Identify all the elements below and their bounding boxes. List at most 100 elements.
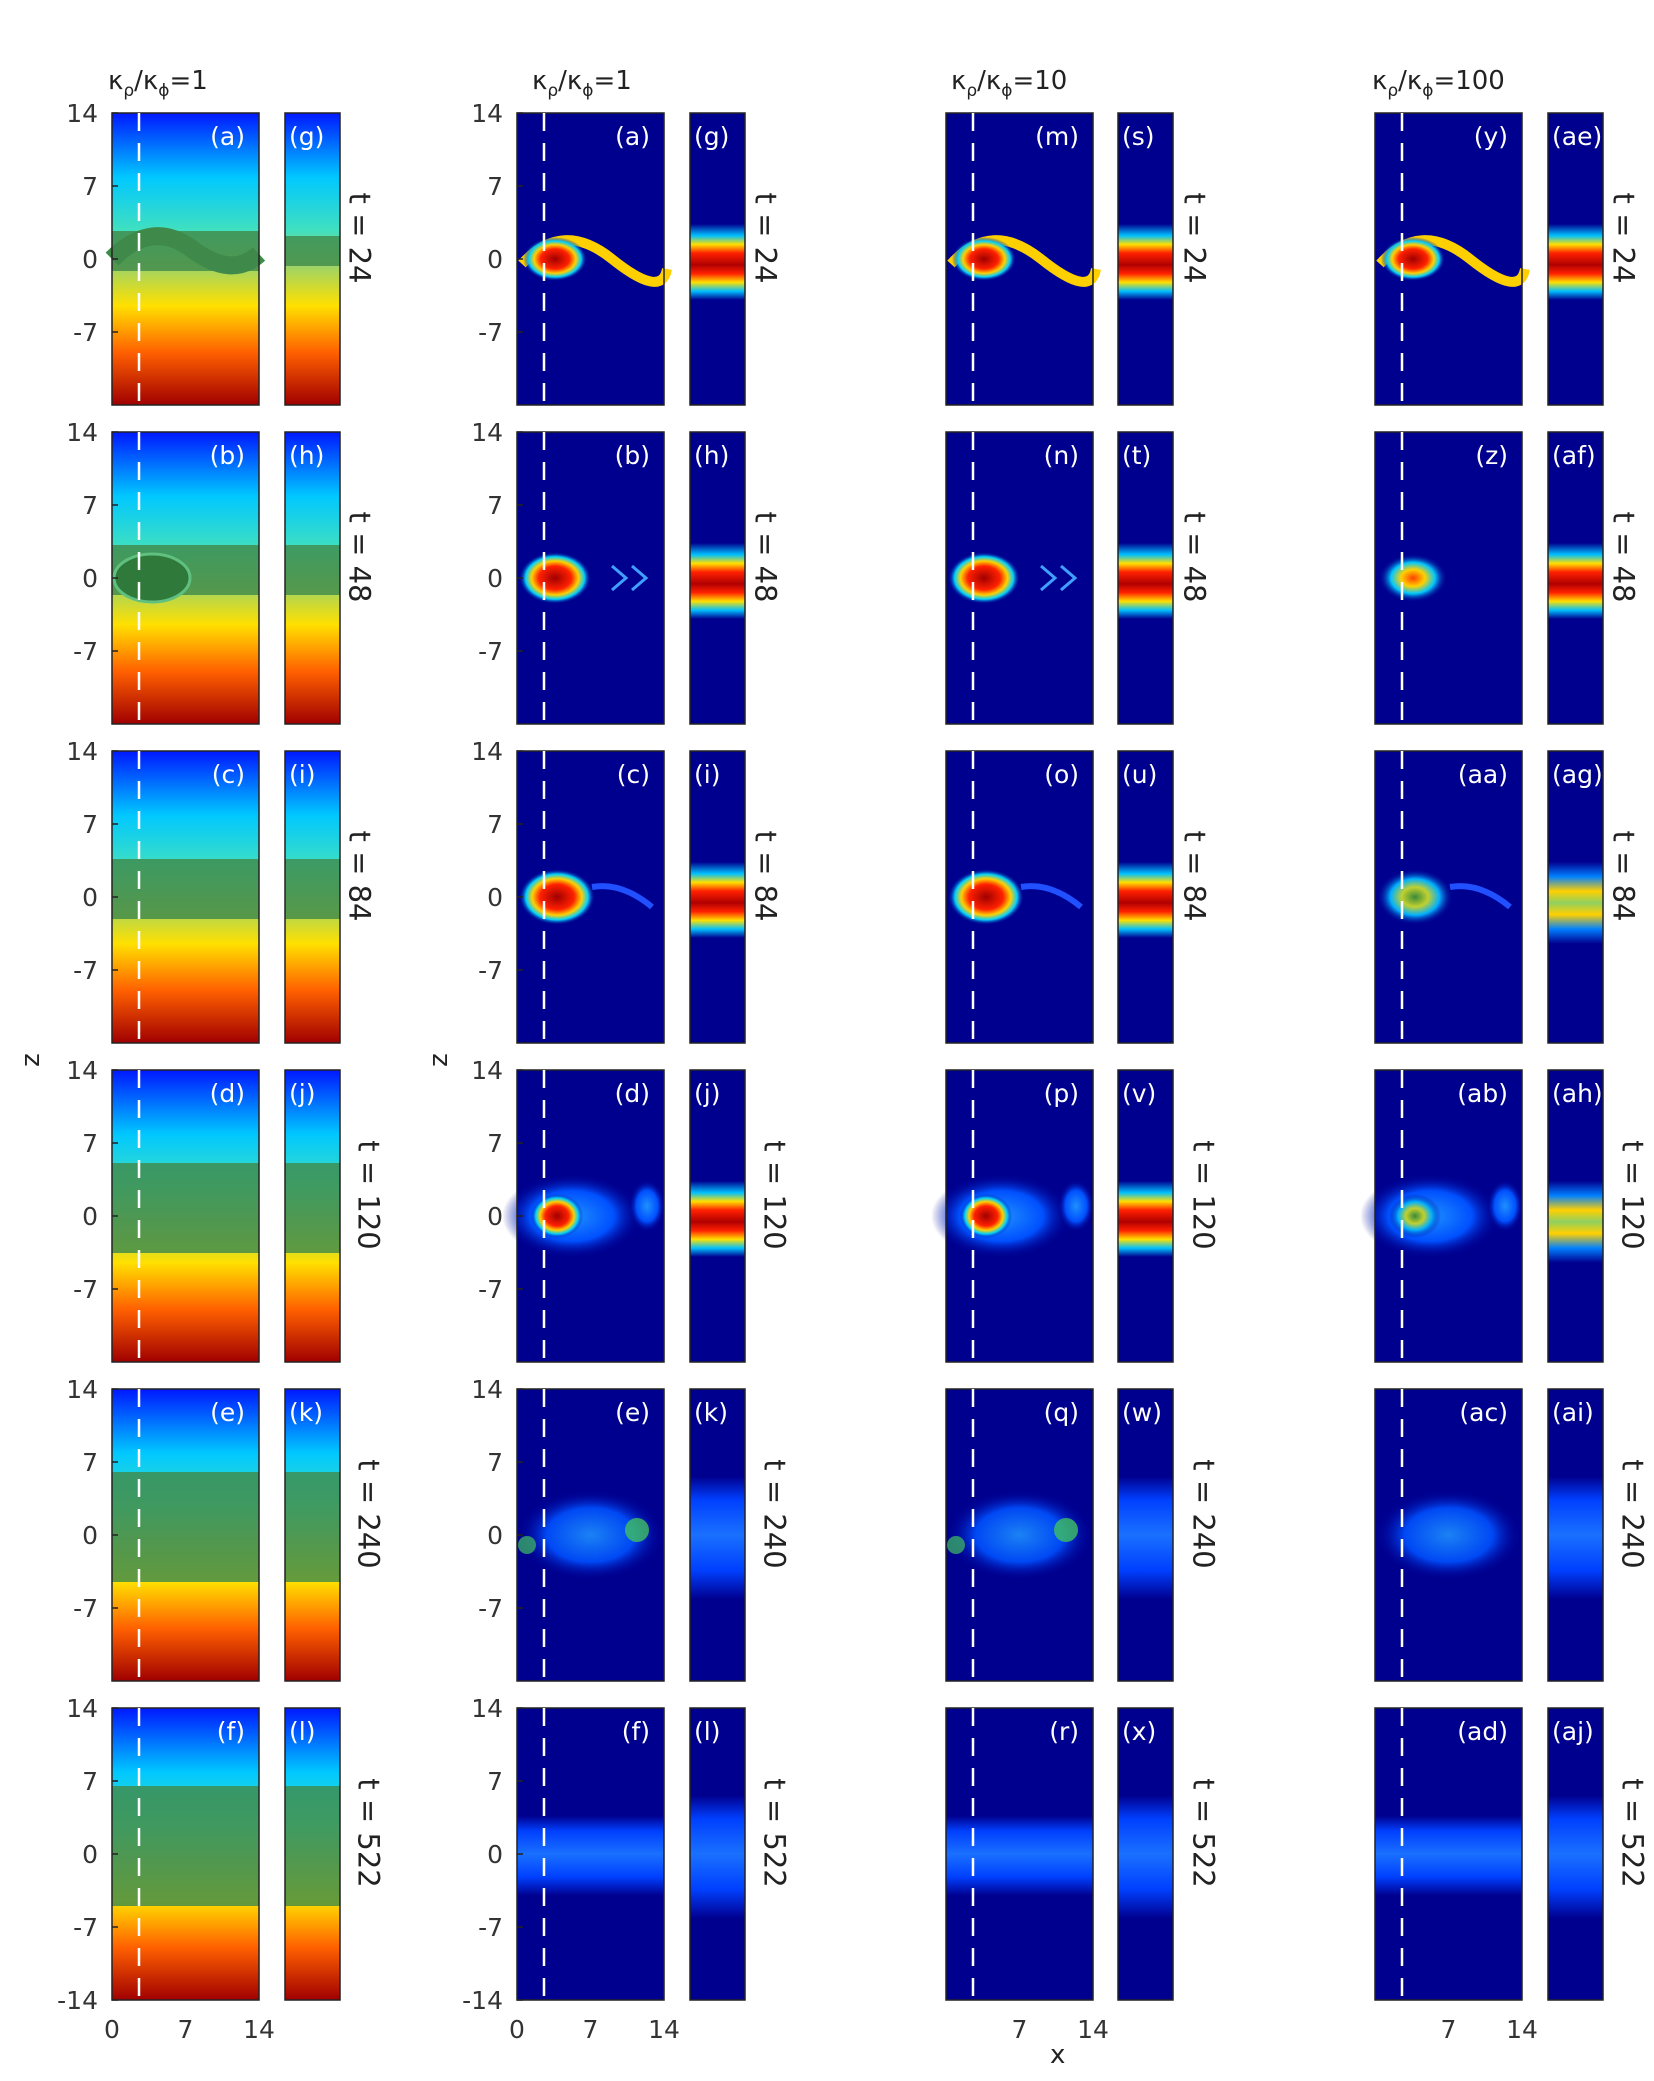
panel-label: (aa) (1458, 760, 1508, 789)
time-label: t = 84 (748, 830, 783, 922)
time-label: t = 24 (748, 192, 783, 284)
vortex-core (948, 869, 1024, 925)
y-tick-label: 7 (82, 1448, 98, 1477)
trailing-filament (1449, 883, 1512, 910)
y-tick-label: 0 (82, 1521, 98, 1550)
panel-label: (d) (210, 1079, 245, 1108)
panel-frame (1547, 1707, 1604, 2001)
band-fill (690, 432, 745, 724)
panel-label: (n) (1044, 441, 1079, 470)
panel-frame (1374, 1388, 1523, 1682)
vortex-core (1381, 237, 1445, 281)
time-label: t = 522 (1186, 1778, 1221, 1888)
y-tick-label: 14 (66, 1375, 98, 1404)
mixing-layer (285, 859, 340, 919)
trailing-filament (1020, 883, 1083, 910)
band-fill (1118, 113, 1173, 405)
panel-frame (1547, 431, 1604, 725)
group3-main-panel (945, 112, 1101, 406)
band-fill (690, 1389, 745, 1681)
group3-side-panel (1117, 1707, 1174, 2001)
column-title: κρ/κϕ=100 (1372, 66, 1505, 101)
group1-main-panel (105, 112, 266, 406)
group3-main-panel (945, 1388, 1094, 1682)
y-tick-label: 7 (82, 172, 98, 201)
group2-main-panel (516, 1707, 665, 2001)
time-label: t = 48 (342, 511, 377, 603)
vortex-core (523, 237, 587, 281)
x-tick-label: 7 (1441, 2015, 1457, 2044)
time-label: t = 48 (1606, 511, 1641, 603)
y-tick-label: -7 (478, 1594, 503, 1623)
panel-label: (d) (615, 1079, 650, 1108)
panel-label: (g) (694, 122, 729, 151)
panel-label: (z) (1475, 441, 1508, 470)
y-tick-label: 7 (487, 1448, 503, 1477)
panel-label: (t) (1122, 441, 1151, 470)
y-tick-label: -7 (73, 637, 98, 666)
panel-frame (1547, 1069, 1604, 1363)
y-tick-label: 7 (487, 1767, 503, 1796)
column-title: κρ/κϕ=1 (108, 66, 208, 101)
panel-label: (k) (289, 1398, 323, 1427)
y-tick-label: 0 (487, 1840, 503, 1869)
mixed-layer (517, 1759, 664, 1949)
y-tick-label: 7 (487, 491, 503, 520)
group3-main-panel (945, 431, 1094, 725)
x-tick-label: 0 (104, 2015, 120, 2044)
time-label: t = 48 (748, 511, 783, 603)
panel-frame (1374, 1069, 1523, 1363)
panel-label: (h) (694, 441, 729, 470)
y-tick-label: 7 (487, 1129, 503, 1158)
group4-main-panel (1374, 750, 1523, 1044)
time-label: t = 120 (1186, 1140, 1221, 1250)
panel-label: (a) (615, 122, 650, 151)
panel-label: (v) (1122, 1079, 1156, 1108)
time-label: t = 120 (351, 1140, 386, 1250)
panel-frame (284, 1388, 341, 1682)
panel-label: (i) (694, 760, 720, 789)
time-label: t = 240 (1186, 1459, 1221, 1569)
panel-frame (1547, 1388, 1604, 1682)
panel-label: (b) (210, 441, 245, 470)
panel-label: (s) (1122, 122, 1155, 151)
braid-filaments (611, 564, 649, 592)
y-tick-label: 0 (82, 1840, 98, 1869)
y-tick-label: 14 (471, 1056, 503, 1085)
vortex-core (952, 237, 1016, 281)
band-fill (690, 1070, 745, 1362)
group4-side-panel (1547, 750, 1604, 1044)
labels: (a) (g) 14 7 0 -7 (b) (h) 14 7 0 -7 (c) (i) 14 7 0 -7 (d) (… (57, 99, 1603, 2044)
panels (105, 112, 1604, 2001)
group1-side-panel (284, 1388, 341, 1682)
group2-side-panel (689, 112, 746, 406)
y-tick-label: -7 (73, 1275, 98, 1304)
panel-label: (g) (289, 122, 324, 151)
group1-side-panel (284, 431, 341, 725)
panel-frame (1374, 1707, 1523, 2001)
y-tick-label: 0 (487, 564, 503, 593)
group3-main-panel (945, 1707, 1094, 2001)
group3-side-panel (1117, 750, 1174, 1044)
panel-frame (945, 750, 1094, 1044)
panel-frame (689, 431, 746, 725)
y-tick-label: 0 (82, 883, 98, 912)
x-tick-label: 0 (509, 2015, 525, 2044)
column-title: κρ/κϕ=1 (532, 66, 632, 101)
secondary-eddy (1487, 1180, 1523, 1232)
x-tick-label: 14 (243, 2015, 275, 2044)
y-tick-label: 0 (82, 564, 98, 593)
residual-blob (625, 1518, 649, 1542)
time-label: t = 240 (1615, 1459, 1650, 1569)
group4-main-panel (1374, 112, 1530, 406)
panel-label: (a) (210, 122, 245, 151)
y-tick-label: 14 (471, 1375, 503, 1404)
vortex-core (531, 1194, 583, 1238)
panel-label: (f) (622, 1717, 650, 1746)
band-fill (690, 113, 745, 405)
secondary-eddy (1058, 1180, 1094, 1232)
vortex-core (960, 1194, 1012, 1238)
group4-main-panel (1374, 1388, 1523, 1682)
y-tick-label: 0 (487, 245, 503, 274)
mixing-layer (112, 859, 259, 919)
